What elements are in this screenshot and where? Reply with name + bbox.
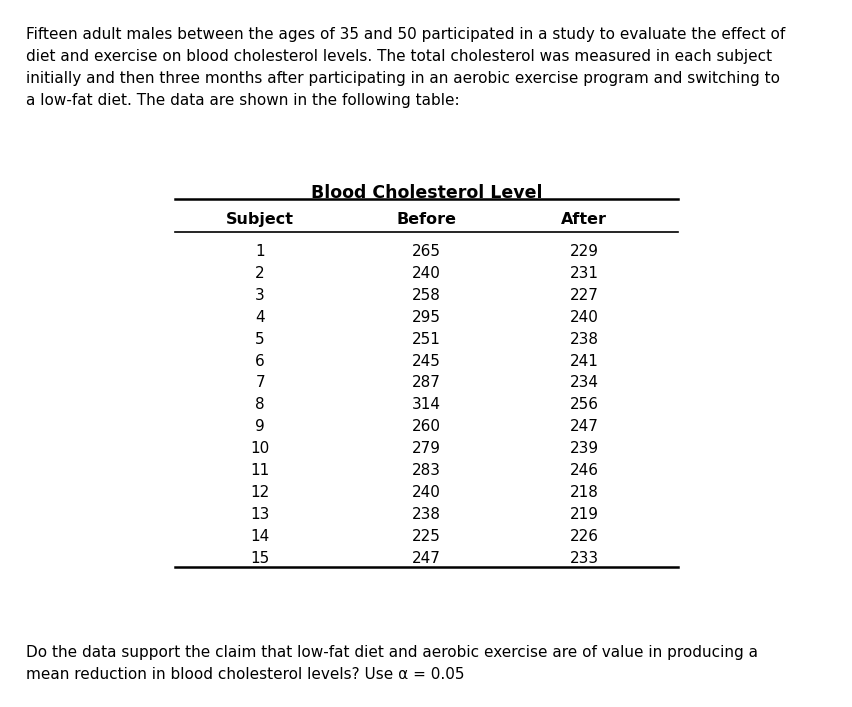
Text: 7: 7: [255, 375, 265, 390]
Text: 233: 233: [569, 551, 598, 566]
Text: 226: 226: [569, 529, 598, 544]
Text: 15: 15: [250, 551, 269, 566]
Text: 279: 279: [412, 441, 440, 456]
Text: 9: 9: [255, 419, 265, 434]
Text: 218: 218: [569, 485, 598, 500]
Text: 246: 246: [569, 463, 598, 478]
Text: 238: 238: [569, 332, 598, 346]
Text: Before: Before: [396, 212, 456, 227]
Text: 8: 8: [255, 397, 265, 412]
Text: 227: 227: [569, 288, 598, 303]
Text: 258: 258: [412, 288, 440, 303]
Text: 260: 260: [412, 419, 440, 434]
Text: Fifteen adult males between the ages of 35 and 50 participated in a study to eva: Fifteen adult males between the ages of …: [26, 27, 784, 108]
Text: 11: 11: [250, 463, 269, 478]
Text: 238: 238: [412, 507, 440, 522]
Text: 245: 245: [412, 354, 440, 368]
Text: Blood Cholesterol Level: Blood Cholesterol Level: [310, 184, 542, 201]
Text: 240: 240: [569, 310, 598, 325]
Text: 229: 229: [569, 244, 598, 259]
Text: 13: 13: [250, 507, 269, 522]
Text: 10: 10: [250, 441, 269, 456]
Text: 241: 241: [569, 354, 598, 368]
Text: 12: 12: [250, 485, 269, 500]
Text: 240: 240: [412, 485, 440, 500]
Text: 251: 251: [412, 332, 440, 346]
Text: 247: 247: [412, 551, 440, 566]
Text: 295: 295: [412, 310, 440, 325]
Text: Subject: Subject: [226, 212, 294, 227]
Text: 256: 256: [569, 397, 598, 412]
Text: 234: 234: [569, 375, 598, 390]
Text: 314: 314: [412, 397, 440, 412]
Text: 247: 247: [569, 419, 598, 434]
Text: 240: 240: [412, 266, 440, 281]
Text: 5: 5: [255, 332, 265, 346]
Text: 231: 231: [569, 266, 598, 281]
Text: 265: 265: [412, 244, 440, 259]
Text: 2: 2: [255, 266, 265, 281]
Text: 4: 4: [255, 310, 265, 325]
Text: 14: 14: [250, 529, 269, 544]
Text: 219: 219: [569, 507, 598, 522]
Text: 239: 239: [569, 441, 598, 456]
Text: 287: 287: [412, 375, 440, 390]
Text: 3: 3: [255, 288, 265, 303]
Text: 1: 1: [255, 244, 265, 259]
Text: 225: 225: [412, 529, 440, 544]
Text: 6: 6: [255, 354, 265, 368]
Text: 283: 283: [412, 463, 440, 478]
Text: Do the data support the claim that low-fat diet and aerobic exercise are of valu: Do the data support the claim that low-f…: [26, 645, 757, 682]
Text: After: After: [561, 212, 607, 227]
